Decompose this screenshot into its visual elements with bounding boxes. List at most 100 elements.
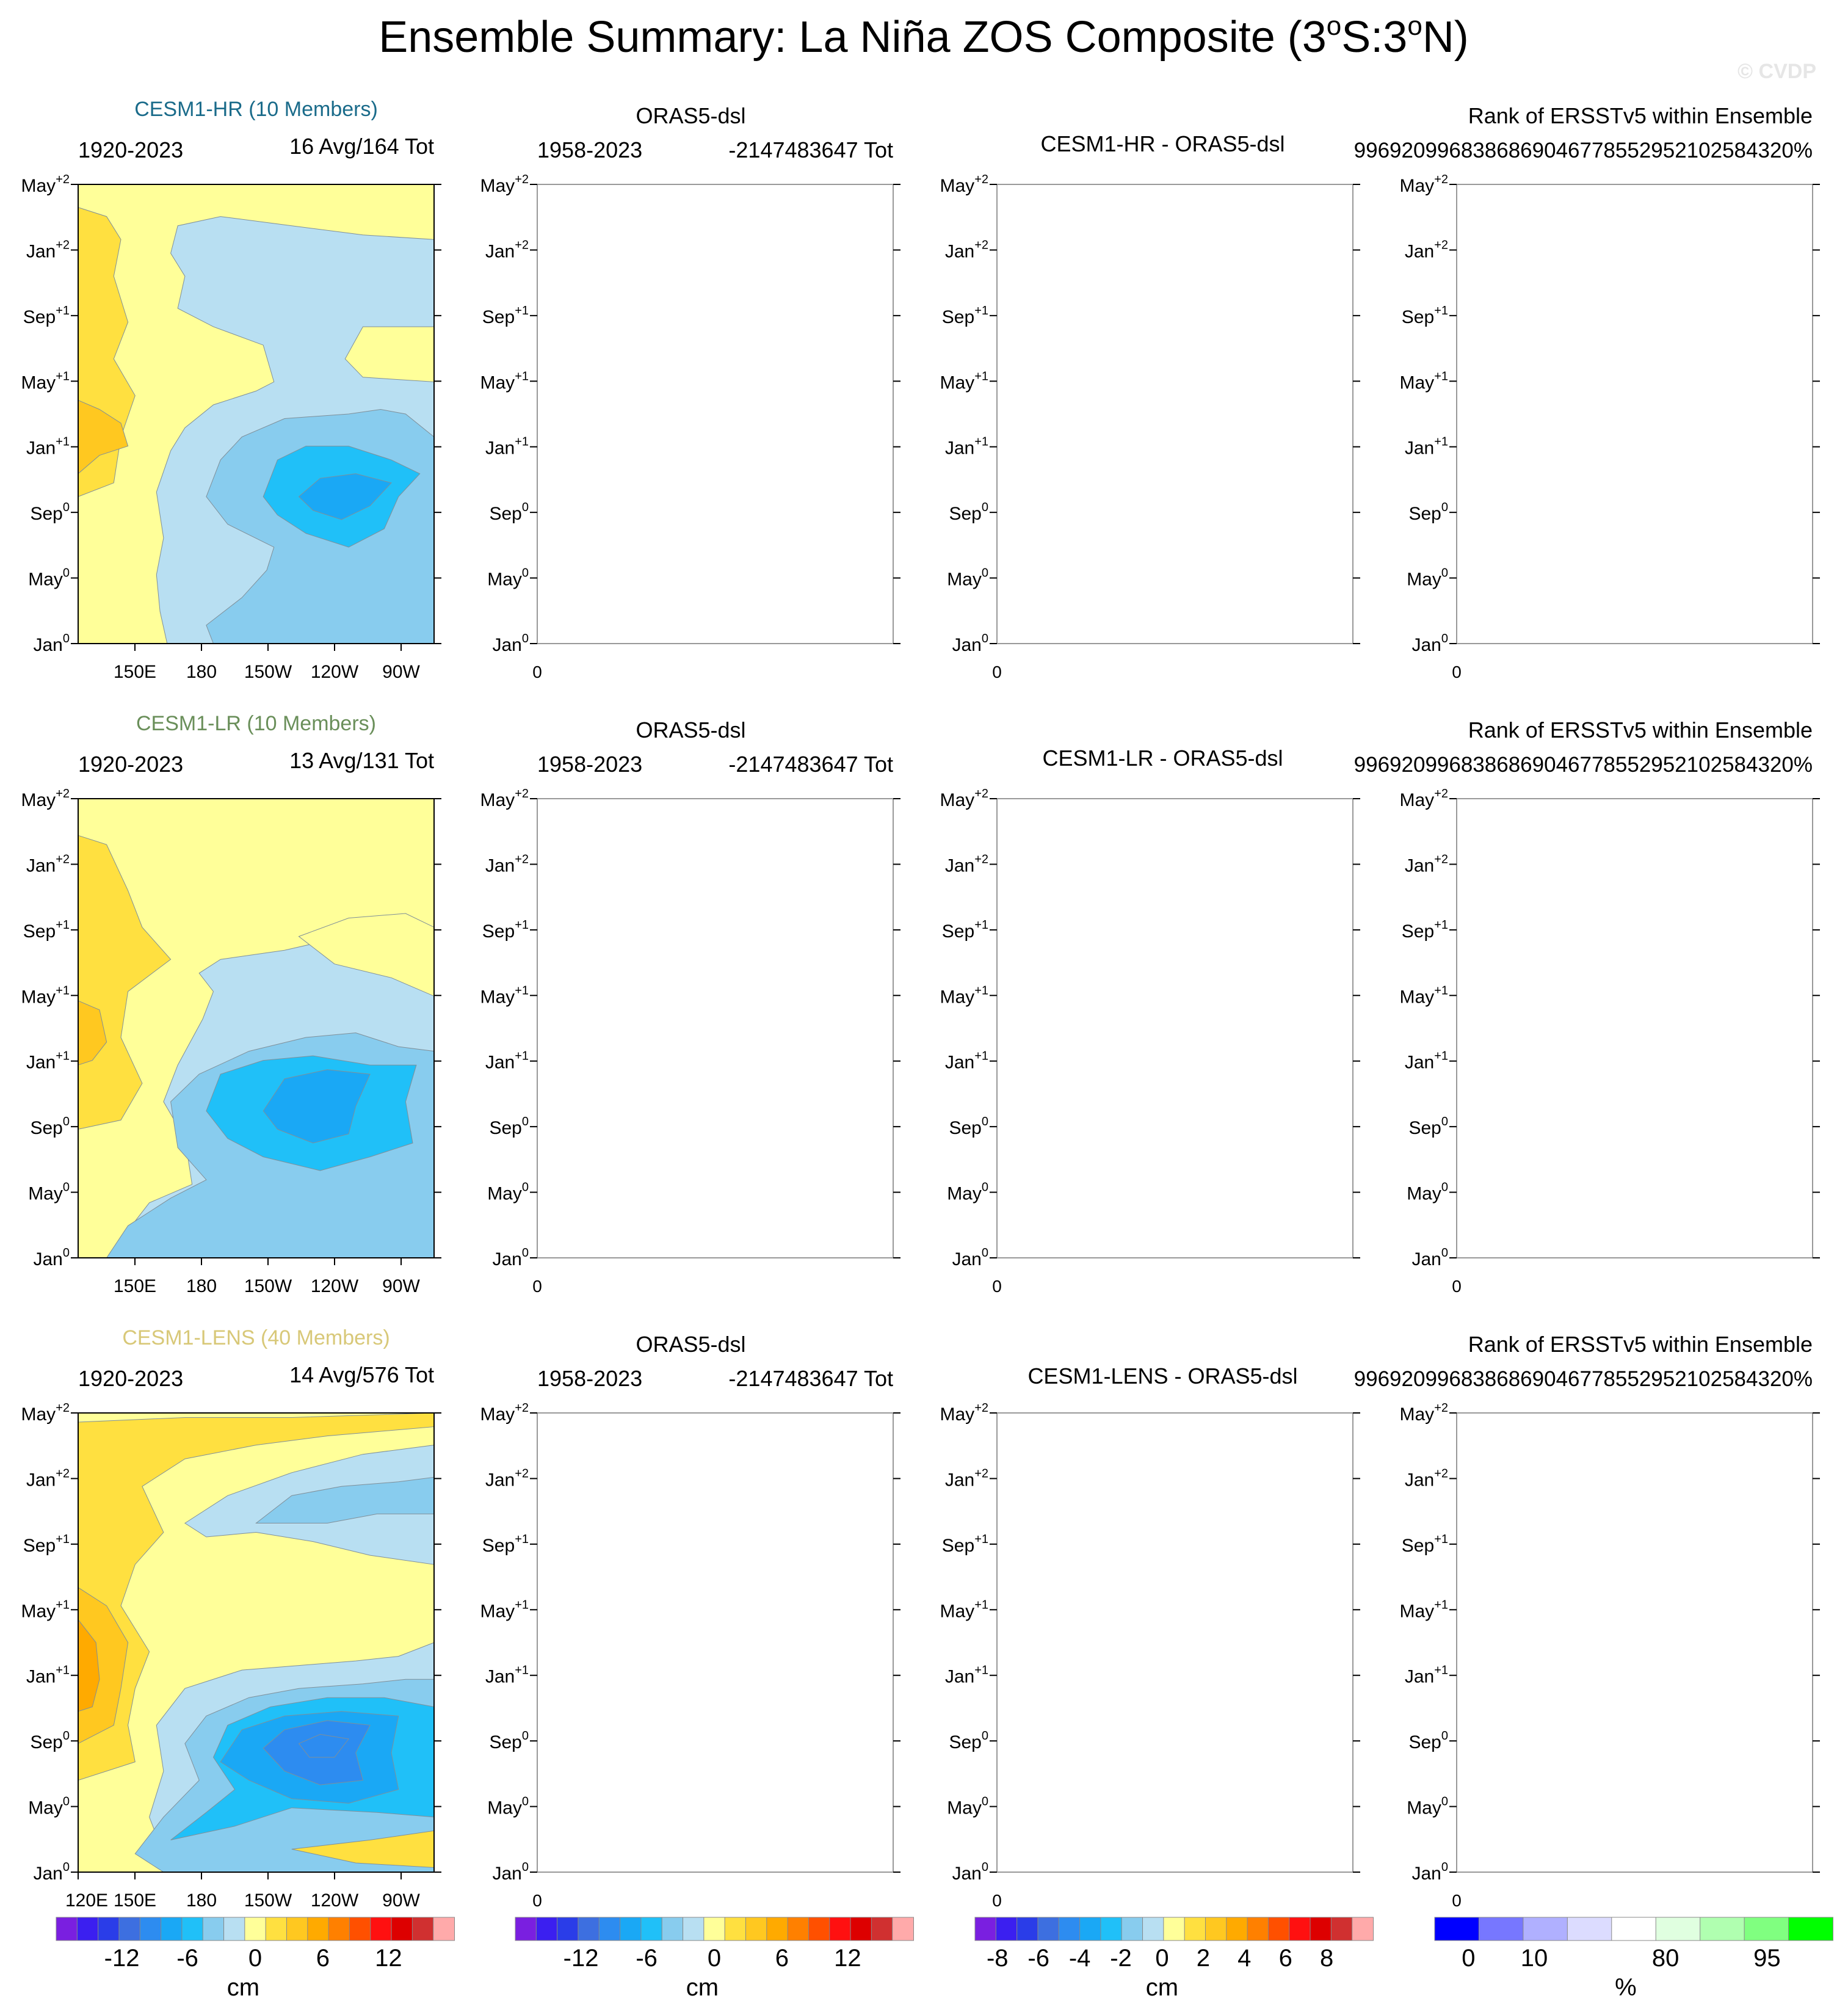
colorbar-swatch [1079, 1917, 1101, 1941]
y-tick-label: May+1 [1400, 1598, 1449, 1621]
y-tick-label: May0 [28, 1181, 70, 1204]
x-tick-label: 150W [244, 662, 292, 682]
y-tick-label: May+2 [940, 173, 989, 196]
colorbar-swatch [1016, 1917, 1038, 1941]
colorbar-swatch [1247, 1917, 1269, 1941]
y-tick-label: May+2 [480, 173, 529, 196]
y-tick-label: Jan+2 [485, 852, 529, 876]
y-tick-label: Jan+1 [485, 1050, 529, 1073]
x-tick-label: 0 [1452, 663, 1462, 681]
y-tick-label: Sep+1 [482, 304, 529, 327]
y-tick-label: Jan0 [1412, 1861, 1449, 1884]
obs-period: 1958-2023 [537, 752, 642, 777]
contour-fill-cesm1-lens-min [298, 1734, 350, 1758]
colorbar-swatch [1434, 1917, 1480, 1941]
panel-model-0: Jan0 May0 Sep0 Jan+1 May+1 Sep+1 Jan+2 May+2 150… [21, 98, 441, 682]
panel-diff-2: Jan0 May0 Sep0 Jan+1 May+1 Sep+1 Jan+2 May+2 0 CE… [940, 1363, 1360, 1910]
colorbar-swatch [118, 1917, 141, 1941]
y-tick-label: Jan0 [493, 1861, 529, 1884]
rank-title: Rank of ERSSTv5 within Ensemble [1468, 1332, 1813, 1357]
obs-name: ORAS5-dsl [636, 1332, 745, 1357]
colorbar-swatch [787, 1917, 810, 1941]
colorbar-swatch [724, 1917, 747, 1941]
panel-model-1: Jan0 May0 Sep0 Jan+1 May+1 Sep+1 Jan+2 May+2 150… [21, 712, 441, 1296]
x-tick-label: 0 [532, 663, 542, 681]
model-period: 1920-2023 [78, 1366, 183, 1391]
colorbar-label: 0 [708, 1945, 721, 1972]
y-tick-label: May+2 [480, 787, 529, 810]
y-tick-label: May+1 [940, 369, 989, 393]
colorbar-swatch [640, 1917, 663, 1941]
colorbar-swatch [1121, 1917, 1143, 1941]
model-name: CESM1-LENS (40 Members) [122, 1326, 390, 1349]
colorbar-swatch [1567, 1917, 1612, 1941]
y-tick-label: Jan+2 [945, 852, 988, 876]
plot-frame [1456, 184, 1813, 644]
colorbar-label: 0 [1155, 1945, 1169, 1972]
y-tick-label: Jan+1 [945, 435, 988, 459]
colorbar-swatch [1478, 1917, 1524, 1941]
y-tick-label: Jan0 [493, 632, 529, 655]
obs-colorbar: -12 -6 0 6 12 cm [515, 1917, 914, 2001]
colorbar-label: 0 [248, 1945, 262, 1972]
y-tick-label: Jan+2 [485, 238, 529, 261]
diff-title: CESM1-HR - ORAS5-dsl [1040, 131, 1285, 156]
colorbar-label: 10 [1521, 1945, 1548, 1972]
obs-count: -2147483647 Tot [728, 752, 893, 777]
obs-name: ORAS5-dsl [636, 717, 745, 742]
y-tick-label: Sep+1 [23, 918, 70, 942]
y-tick-label: May0 [947, 567, 988, 590]
colorbar-label: -4 [1069, 1945, 1091, 1972]
colorbar-label: -6 [1027, 1945, 1049, 1972]
model-period: 1920-2023 [78, 137, 183, 162]
y-tick-label: May+2 [1400, 173, 1449, 196]
y-tick-label: Sep+1 [23, 304, 70, 327]
rank-colorbar: 0 10 80 95% [1434, 1917, 1834, 2001]
colorbar-swatch [202, 1917, 225, 1941]
colorbar-swatch [1352, 1917, 1374, 1941]
model-count: 14 Avg/576 Tot [289, 1362, 434, 1387]
colorbar-swatch [1267, 1917, 1290, 1941]
x-tick-label: 0 [532, 1891, 542, 1910]
colorbar-swatch [1655, 1917, 1701, 1941]
colorbar-label: -12 [563, 1945, 599, 1972]
colorbar-swatch [244, 1917, 267, 1941]
x-tick-label: 0 [992, 1277, 1002, 1296]
y-tick-label: Sep0 [489, 1729, 529, 1752]
y-tick-label: Jan+2 [945, 238, 988, 261]
colorbar-unit: % [1615, 1974, 1637, 2001]
panel-rank-0: Jan0 May0 Sep0 Jan+1 May+1 Sep+1 Jan+2 May+2 0 Ra… [1354, 103, 1820, 681]
x-tick-label: 0 [532, 1277, 542, 1296]
y-tick-label: May0 [1407, 1795, 1448, 1818]
colorbar-swatch [1058, 1917, 1081, 1941]
colorbar-swatch [98, 1917, 120, 1941]
rank-title: Rank of ERSSTv5 within Ensemble [1468, 103, 1813, 128]
y-tick-label: Jan+2 [1405, 852, 1448, 876]
y-tick-label: Jan0 [952, 1246, 989, 1269]
panel-diff-0: Jan0 May0 Sep0 Jan+1 May+1 Sep+1 Jan+2 May+2 0 CE… [940, 131, 1360, 681]
obs-count: -2147483647 Tot [728, 137, 893, 162]
colorbar-swatch [661, 1917, 684, 1941]
y-tick-label: May0 [487, 567, 529, 590]
x-tick-label: 150W [244, 1890, 292, 1911]
y-tick-label: Jan0 [493, 1246, 529, 1269]
y-tick-label: Sep0 [489, 1115, 529, 1138]
x-tick-label: 180 [186, 1890, 217, 1911]
rank-value: 9969209968386869046778552952102584320% [1354, 139, 1813, 162]
plot-frame [996, 1412, 1353, 1873]
colorbar-swatch [307, 1917, 330, 1941]
colorbar-swatch [974, 1917, 997, 1941]
colorbar-swatch [598, 1917, 621, 1941]
y-tick-label: May+2 [21, 1401, 70, 1425]
y-tick-label: Jan0 [34, 1861, 70, 1884]
x-tick-label: 150E [114, 1276, 156, 1296]
colorbar-label: -6 [176, 1945, 198, 1972]
model-count: 13 Avg/131 Tot [289, 748, 434, 773]
plot-frame [537, 1412, 894, 1873]
panel-obs-2: Jan0 May0 Sep0 Jan+1 May+1 Sep+1 Jan+2 May+2 0 OR… [480, 1332, 900, 1910]
y-tick-label: May+2 [21, 787, 70, 810]
rank-value: 9969209968386869046778552952102584320% [1354, 753, 1813, 777]
colorbar-swatch [892, 1917, 914, 1941]
x-tick-label: 0 [992, 663, 1002, 681]
y-tick-label: May0 [28, 567, 70, 590]
